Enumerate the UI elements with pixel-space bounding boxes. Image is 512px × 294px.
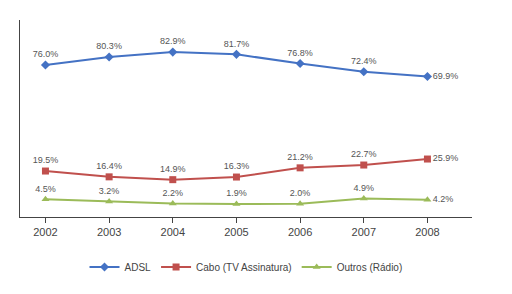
- svg-text:4.5%: 4.5%: [35, 184, 56, 194]
- svg-text:81.7%: 81.7%: [224, 39, 250, 49]
- svg-text:2004: 2004: [161, 226, 185, 238]
- svg-text:21.2%: 21.2%: [287, 152, 313, 162]
- svg-text:4.2%: 4.2%: [433, 194, 454, 204]
- svg-text:14.9%: 14.9%: [160, 164, 186, 174]
- svg-text:2002: 2002: [33, 226, 57, 238]
- svg-text:Cabo (TV Assinatura): Cabo (TV Assinatura): [196, 262, 292, 273]
- svg-text:ADSL: ADSL: [125, 262, 152, 273]
- svg-text:16.3%: 16.3%: [224, 161, 250, 171]
- svg-text:1.9%: 1.9%: [226, 188, 247, 198]
- svg-text:76.0%: 76.0%: [33, 49, 59, 59]
- svg-text:2.2%: 2.2%: [163, 188, 184, 198]
- svg-text:80.3%: 80.3%: [96, 41, 122, 51]
- svg-text:25.9%: 25.9%: [433, 153, 459, 163]
- svg-text:2006: 2006: [288, 226, 312, 238]
- svg-text:2005: 2005: [224, 226, 248, 238]
- svg-text:2003: 2003: [97, 226, 121, 238]
- svg-text:3.2%: 3.2%: [99, 186, 120, 196]
- svg-text:82.9%: 82.9%: [160, 36, 186, 46]
- svg-text:69.9%: 69.9%: [433, 71, 459, 81]
- svg-text:2007: 2007: [352, 226, 376, 238]
- svg-text:19.5%: 19.5%: [33, 155, 59, 165]
- svg-text:72.4%: 72.4%: [351, 56, 377, 66]
- svg-text:22.7%: 22.7%: [351, 149, 377, 159]
- svg-text:4.9%: 4.9%: [354, 183, 375, 193]
- svg-text:16.4%: 16.4%: [96, 161, 122, 171]
- svg-text:Outros (Rádio): Outros (Rádio): [337, 262, 403, 273]
- svg-text:76.8%: 76.8%: [287, 48, 313, 58]
- svg-text:2008: 2008: [415, 226, 439, 238]
- svg-text:2.0%: 2.0%: [290, 188, 311, 198]
